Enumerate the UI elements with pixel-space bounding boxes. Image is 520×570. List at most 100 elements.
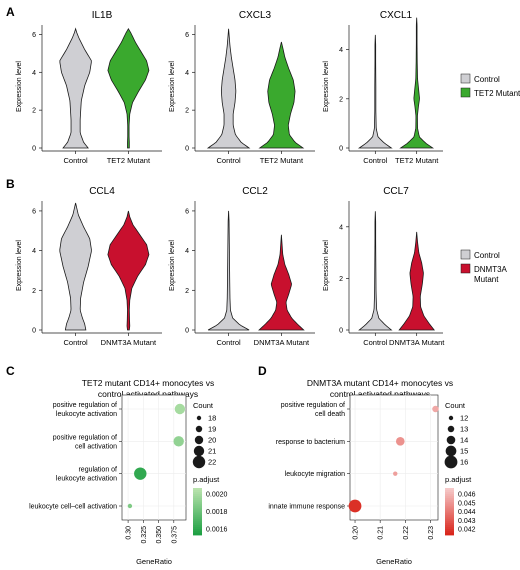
legend-count-label-d: 14 [460, 436, 468, 445]
category-label-d-3: innate immune response [268, 504, 345, 511]
y-tick-label-ccl2: 6 [185, 208, 189, 215]
legend-padj-label-d: 0.043 [458, 518, 476, 525]
chart-title-c-line1: TET2 mutant CD14+ monocytes vs [82, 378, 215, 388]
legend-swatch-control-b [460, 249, 471, 260]
y-axis-label-ccl4: Expression level [16, 240, 23, 291]
dot-chart-dnmt3a: DNMT3A mutant CD14+ monocytes vscontrol … [268, 378, 475, 566]
chart-title-d-line1: DNMT3A mutant CD14+ monocytes vs [307, 378, 453, 388]
legend-colorbar-c [193, 493, 202, 497]
x-tick-label-c: 0.325 [141, 526, 148, 544]
legend-count-title-d: Count [445, 401, 466, 410]
dot-point-c-3 [127, 503, 133, 509]
legend-colorbar-c [193, 511, 202, 514]
violin-chart-ccl2: CCL2 Expression level 0 2 4 6 Control DNMT3A Mu… [169, 186, 315, 347]
panel-label-d: D [258, 364, 267, 378]
x-tick-label-ccl2-mutant: DNMT3A Mutant [254, 338, 310, 347]
y-axis-label-cxcl1: Expression level [323, 61, 330, 112]
legend-colorbar-d [445, 531, 454, 534]
y-tick-label-cxcl3: 6 [185, 32, 189, 39]
legend-colorbar-c [193, 531, 202, 534]
legend-count-dot-c [193, 445, 205, 457]
x-tick-label-il1b-mutant: TET2 Mutant [107, 156, 151, 165]
legend-count-dot-d [444, 455, 458, 469]
legend-colorbar-c [193, 501, 202, 505]
violin-cxcl3-control [206, 28, 251, 149]
x-tick-label-ccl7-mutant: DNMT3A Mutant [389, 338, 445, 347]
violin-ccl4-control [59, 202, 92, 331]
legend-count-label-d: 12 [460, 414, 468, 423]
violin-chart-ccl7: CCL7 Expression level 0 2 4 Control DNMT3A Mut… [323, 186, 445, 347]
x-tick-label-d: 0.22 [403, 526, 410, 540]
legend-colorbar-d [445, 525, 454, 528]
legend-colorbar-d [445, 513, 454, 516]
y-tick-label-cxcl3: 0 [185, 146, 189, 153]
violin-ccl4-mutant [107, 210, 150, 331]
y-tick-label-ccl2: 4 [185, 248, 189, 255]
legend-label-dnmt3a: DNMT3A [474, 265, 508, 274]
legend-padj-label-c: 0.0016 [206, 527, 228, 534]
violin-cxcl1-control [357, 34, 393, 149]
x-tick-label-d: 0.23 [428, 526, 435, 540]
legend-padj-label-d: 0.044 [458, 509, 476, 516]
chart-title-il1b: IL1B [92, 10, 113, 21]
legend-count-label-c: 19 [208, 425, 216, 434]
y-tick-label-cxcl1: 4 [339, 47, 343, 54]
y-axis-label-ccl7: Expression level [323, 240, 330, 291]
legend-colorbar-d [445, 499, 454, 503]
y-tick-label-il1b: 6 [32, 32, 36, 39]
legend-colorbar-d [445, 503, 454, 507]
dot-point-d-3 [348, 499, 362, 513]
legend-colorbar-d [445, 527, 454, 530]
category-label-c-1: cell activation [75, 443, 117, 450]
category-label-d-0: cell death [315, 411, 345, 418]
legend-colorbar-c [193, 507, 202, 510]
plot-frame-c [121, 394, 187, 521]
chart-title-ccl7: CCL7 [383, 186, 409, 197]
legend-count-label-c: 21 [208, 447, 216, 456]
dot-point-c-0 [174, 403, 186, 415]
legend-swatch-control [460, 73, 471, 84]
y-tick-label-ccl4: 0 [32, 328, 36, 335]
dot-point-d-0 [432, 405, 439, 413]
legend-count-dot-d [445, 445, 457, 457]
x-tick-label-c: 0.350 [156, 526, 163, 544]
legend-colorbar-c [193, 517, 202, 520]
legend-colorbar-c [193, 519, 202, 522]
panel-label-b: B [6, 177, 15, 191]
x-tick-label-ccl4-mutant: DNMT3A Mutant [101, 338, 157, 347]
panel-label-c: C [6, 364, 15, 378]
x-tick-label-ccl7-control: Control [363, 338, 388, 347]
legend-colorbar-d [445, 519, 454, 522]
legend-padj-label-c: 0.0020 [206, 492, 228, 499]
legend-colorbar-d [445, 488, 454, 491]
y-tick-label-ccl4: 4 [32, 248, 36, 255]
x-tick-label-ccl4-control: Control [64, 338, 89, 347]
legend-colorbar-d [445, 501, 454, 505]
legend-colorbar-d [445, 507, 454, 510]
x-axis-label-d: GeneRatio [376, 557, 412, 566]
x-tick-label-cxcl1-control: Control [363, 156, 388, 165]
category-label-d-0: positive regulation of [281, 402, 345, 409]
category-label-c-2: regulation of [78, 467, 117, 474]
legend-swatch-tet2 [460, 87, 471, 98]
y-tick-label-cxcl1: 0 [339, 146, 343, 153]
dot-point-c-2 [134, 467, 147, 480]
legend-colorbar-d [445, 521, 454, 524]
chart-title-c-line2: control activated pathways [98, 389, 198, 399]
legend-count-dot-c [195, 425, 203, 433]
y-tick-label-il1b: 2 [32, 108, 36, 115]
legend-colorbar-c [193, 495, 202, 499]
legend-colorbar-c [193, 521, 202, 524]
legend-swatch-dnmt3a [460, 263, 471, 274]
violin-ccl2-control [207, 210, 250, 331]
y-tick-label-ccl2: 0 [185, 328, 189, 335]
legend-padj-label-d: 0.045 [458, 500, 476, 507]
y-tick-label-ccl7: 2 [339, 276, 343, 283]
violin-chart-ccl4: CCL4 Expression level 0 2 4 6 Control DNMT3A Mu… [16, 186, 162, 347]
legend-colorbar-c [193, 499, 202, 503]
legend-count-label-d: 15 [460, 447, 468, 456]
violin-ccl7-control [358, 211, 393, 331]
legend-colorbar-c [193, 488, 202, 491]
legend-colorbar-c [193, 491, 202, 495]
